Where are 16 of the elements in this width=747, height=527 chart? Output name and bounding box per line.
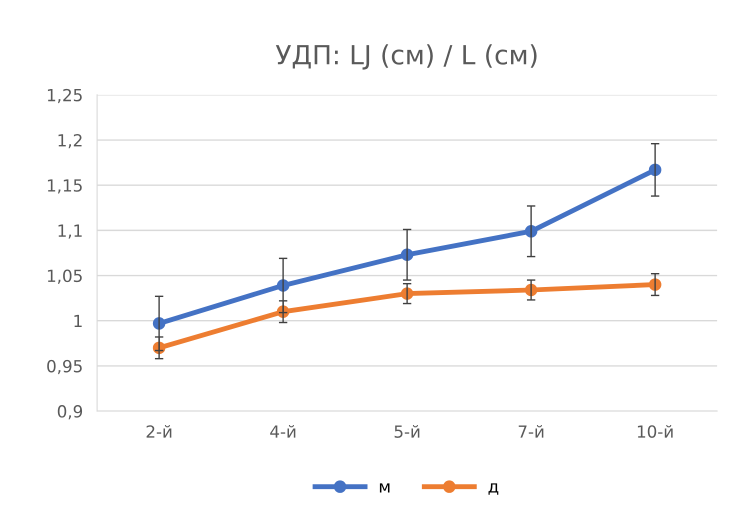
y-tick-label: 0,9 [58,405,82,420]
chart-title: УДП: LJ (см) / L (см) [276,44,537,70]
x-tick-label: 10-й [638,425,673,438]
legend-label: м [380,483,390,492]
legend-label: д [488,483,498,495]
x-tick-label: 5-й [394,425,420,438]
y-tick-label: 1,25 [48,88,82,104]
x-tick-label: 2-й [146,425,172,438]
y-tick-label: 1 [74,314,82,328]
y-tick-label: 1,05 [48,270,82,284]
x-tick-label: 4-й [270,425,296,438]
x-tick-label: 7-й [518,425,544,438]
y-tick-label: 1,15 [48,179,82,194]
y-tick-label: 0,95 [47,360,82,374]
y-tick-label: 1,1 [58,224,82,239]
y-tick-label: 1,2 [58,134,82,148]
